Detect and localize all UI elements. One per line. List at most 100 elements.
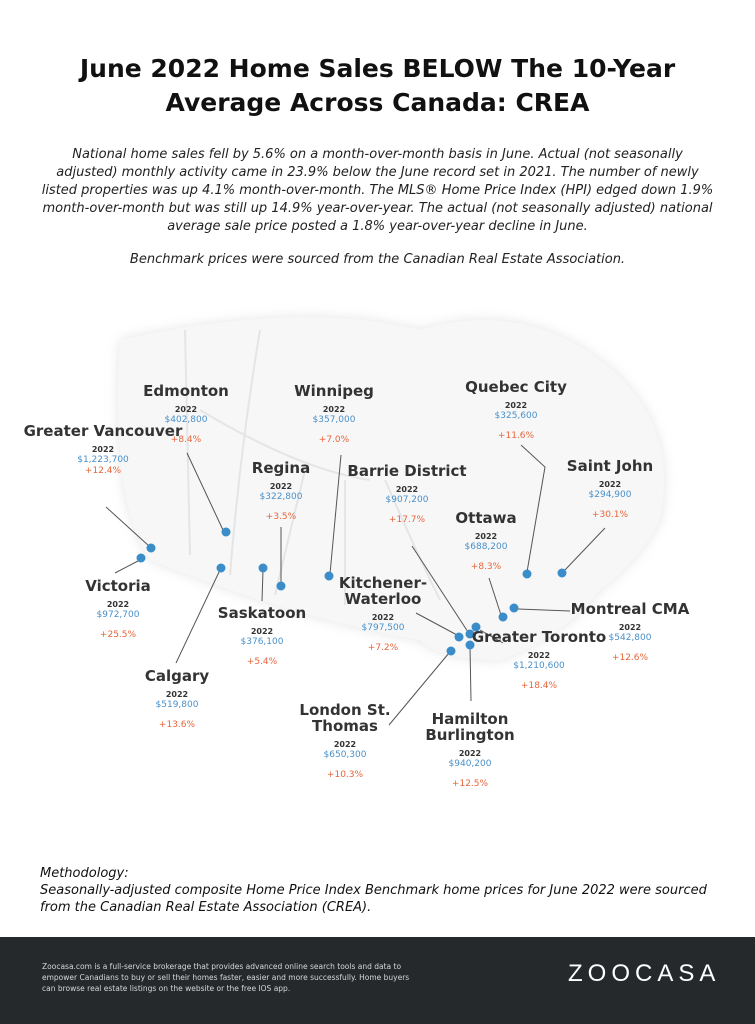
city-label-ottawa: Ottawa 2022 $688,200 +8.3% <box>406 510 566 572</box>
city-year: 2022 <box>269 482 293 491</box>
city-label-greater-vancouver: Greater Vancouver 2022 $1,223,700 +12.4% <box>23 423 183 476</box>
leader-line-hamilton-burlington <box>469 646 472 702</box>
source-note: Benchmark prices were sourced from the C… <box>129 252 626 267</box>
city-change: +13.6% <box>158 720 196 730</box>
city-name: Barrie District <box>347 462 467 480</box>
city-change: +12.6% <box>611 653 649 663</box>
city-label-calgary: Calgary 2022 $519,800 +13.6% <box>97 668 257 730</box>
city-price: $376,100 <box>240 637 284 647</box>
leader-line-edmonton <box>186 452 224 531</box>
methodology-heading: Methodology: <box>40 866 129 881</box>
city-label-saskatoon: Saskatoon 2022 $376,100 +5.4% <box>182 605 342 667</box>
city-year: 2022 <box>371 613 395 622</box>
city-marker-london-st-thomas <box>446 646 456 656</box>
city-marker-hamilton-burlington <box>465 640 475 650</box>
city-change: +12.5% <box>451 779 489 789</box>
leader-line-greater-toronto <box>479 629 504 644</box>
city-marker-barrie-district <box>465 629 475 639</box>
city-year: 2022 <box>174 405 198 414</box>
leader-line-saskatoon <box>261 569 264 602</box>
city-marker-saskatoon <box>258 563 268 573</box>
leader-line-london-st-thomas <box>388 652 450 726</box>
city-price: $357,000 <box>312 415 356 425</box>
footer: Zoocasa.com is a full-service brokerage … <box>0 937 755 1024</box>
city-change: +30.1% <box>591 510 629 520</box>
leader-line-kitchener-waterloo <box>415 612 458 636</box>
methodology: Methodology: Seasonally-adjusted composi… <box>40 865 730 916</box>
city-change: +11.6% <box>497 431 535 441</box>
city-change: +25.5% <box>99 630 137 640</box>
city-marker-greater-toronto <box>471 622 481 632</box>
city-marker-winnipeg <box>324 571 334 581</box>
leader-line-winnipeg <box>329 454 342 575</box>
city-marker-calgary <box>216 563 226 573</box>
city-year: 2022 <box>504 401 528 410</box>
city-price: $519,800 <box>155 700 199 710</box>
city-label-hamilton-burlington: Hamilton Burlington 2022 $940,200 +12.5% <box>390 711 550 789</box>
city-label-edmonton: Edmonton 2022 $402,800 +8.4% <box>106 383 266 445</box>
city-year: 2022 <box>474 532 498 541</box>
city-label-regina: Regina 2022 $322,800 +3.5% <box>201 460 361 522</box>
footer-about: Zoocasa.com is a full-service brokerage … <box>42 962 410 993</box>
city-name: Calgary <box>144 667 210 685</box>
city-marker-quebec-city <box>522 569 532 579</box>
city-change: +5.4% <box>246 657 278 667</box>
city-name: Kitchener-Waterloo <box>338 574 428 608</box>
city-change: +7.2% <box>367 643 399 653</box>
leader-line-quebec-city <box>520 444 546 573</box>
city-year: 2022 <box>618 623 642 632</box>
city-name: Saskatoon <box>217 604 307 622</box>
city-year: 2022 <box>165 690 189 699</box>
city-label-saint-john: Saint John 2022 $294,900 +30.1% <box>530 458 690 520</box>
city-year: 2022 <box>250 627 274 636</box>
leader-line-victoria <box>114 560 139 574</box>
leader-line-greater-vancouver <box>105 506 150 547</box>
city-label-barrie-district: Barrie District 2022 $907,200 +17.7% <box>327 463 487 525</box>
city-name: Ottawa <box>455 509 517 527</box>
city-price: $542,800 <box>608 633 652 643</box>
city-marker-montreal-cma <box>509 603 519 613</box>
city-year: 2022 <box>322 405 346 414</box>
leader-line-montreal-cma <box>517 608 571 612</box>
zoocasa-logo: ZOOCASA <box>568 960 721 987</box>
city-change: +3.5% <box>265 512 297 522</box>
city-label-london-st-thomas: London St. Thomas 2022 $650,300 +10.3% <box>265 702 425 780</box>
city-price: $688,200 <box>464 542 508 552</box>
page-title: June 2022 Home Sales BELOW The 10-Year A… <box>79 54 676 117</box>
city-name: London St. Thomas <box>299 701 391 735</box>
city-marker-ottawa <box>498 612 508 622</box>
city-label-greater-toronto: Greater Toronto 2022 $1,210,600 +18.4% <box>459 629 619 691</box>
city-price: $294,900 <box>588 490 632 500</box>
leader-line-ottawa <box>488 577 502 616</box>
city-name: Hamilton Burlington <box>425 710 515 744</box>
city-name: Regina <box>251 459 311 477</box>
city-label-montreal-cma: Montreal CMA 2022 $542,800 +12.6% <box>550 601 710 663</box>
city-change: +7.0% <box>318 435 350 445</box>
city-year: 2022 <box>395 485 419 494</box>
city-price: $650,300 <box>323 750 367 760</box>
city-name: Quebec City <box>465 378 567 396</box>
city-change: +18.4% <box>520 681 558 691</box>
city-name: Greater Vancouver <box>23 422 183 440</box>
city-price: $1,223,700 <box>77 455 129 465</box>
leader-line-calgary <box>175 569 221 664</box>
intro-text: National home sales fell by 5.6% on a mo… <box>41 147 714 234</box>
city-marker-regina <box>276 581 286 591</box>
city-price: $402,800 <box>164 415 208 425</box>
city-price: $1,210,600 <box>513 661 565 671</box>
city-label-winnipeg: Winnipeg 2022 $357,000 +7.0% <box>254 383 414 445</box>
city-year: 2022 <box>106 600 130 609</box>
city-change: +8.4% <box>170 435 202 445</box>
city-price: $972,700 <box>96 610 140 620</box>
city-name: Edmonton <box>143 382 229 400</box>
city-name: Greater Toronto <box>471 628 607 646</box>
city-marker-kitchener-waterloo <box>454 632 464 642</box>
leader-line-saint-john <box>563 527 606 572</box>
city-name: Montreal CMA <box>570 600 690 618</box>
city-label-kitchener-waterloo: Kitchener-Waterloo 2022 $797,500 +7.2% <box>303 575 463 653</box>
city-year: 2022 <box>598 480 622 489</box>
city-price: $940,200 <box>448 759 492 769</box>
city-price: $322,800 <box>259 492 303 502</box>
city-year: 2022 <box>458 749 482 758</box>
city-year: 2022 <box>333 740 357 749</box>
